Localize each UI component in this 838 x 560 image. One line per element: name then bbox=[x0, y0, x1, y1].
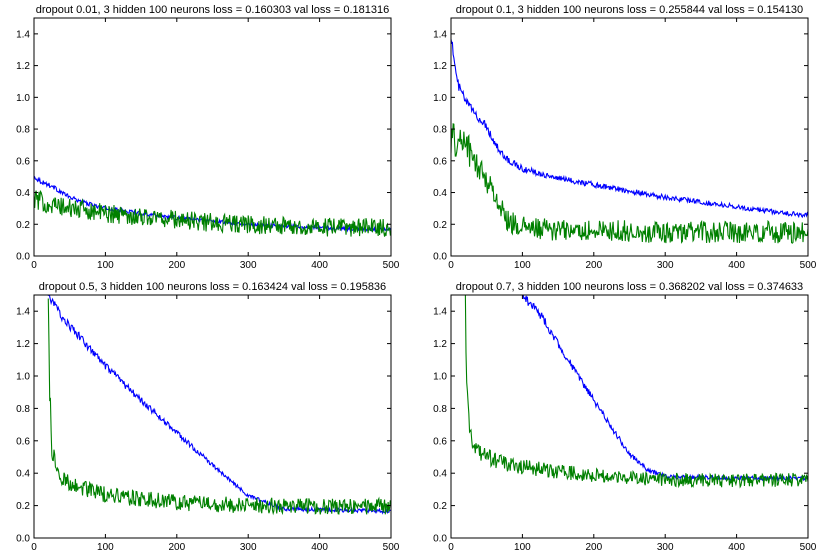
y-tick-label: 0.0 bbox=[433, 252, 447, 263]
chart-panel-1: dropout 0.01, 3 hidden 100 neurons loss … bbox=[16, 4, 400, 271]
x-tick-label: 0 bbox=[31, 542, 37, 553]
y-tick-label: 1.0 bbox=[16, 372, 30, 383]
series-line-1 bbox=[47, 295, 391, 515]
chart-title: dropout 0.1, 3 hidden 100 neurons loss =… bbox=[456, 4, 803, 16]
x-tick-label: 100 bbox=[97, 260, 114, 271]
y-tick-label: 1.4 bbox=[16, 29, 30, 40]
y-tick-label: 0.8 bbox=[16, 125, 30, 136]
y-tick-label: 0.4 bbox=[16, 469, 30, 480]
y-tick-label: 1.4 bbox=[433, 307, 447, 318]
x-tick-label: 200 bbox=[585, 260, 602, 271]
x-tick-label: 200 bbox=[585, 542, 602, 553]
y-tick-label: 1.2 bbox=[433, 339, 447, 350]
y-tick-label: 0.4 bbox=[433, 469, 447, 480]
series-line-2 bbox=[47, 298, 391, 516]
plot-frame bbox=[450, 294, 809, 539]
y-tick-label: 1.4 bbox=[16, 307, 30, 318]
series-line-2 bbox=[451, 123, 808, 244]
x-tick-label: 500 bbox=[800, 542, 817, 553]
chart-title: dropout 0.7, 3 hidden 100 neurons loss =… bbox=[456, 281, 803, 293]
y-tick-label: 0.2 bbox=[433, 501, 447, 512]
x-tick-label: 300 bbox=[657, 260, 674, 271]
y-tick-label: 0.0 bbox=[433, 534, 447, 545]
x-tick-label: 100 bbox=[514, 260, 531, 271]
plot-frame bbox=[450, 17, 809, 257]
x-tick-label: 200 bbox=[168, 542, 185, 553]
y-tick-label: 0.2 bbox=[16, 501, 30, 512]
y-tick-label: 0.8 bbox=[16, 404, 30, 415]
x-tick-label: 300 bbox=[240, 260, 257, 271]
x-tick-label: 100 bbox=[514, 542, 531, 553]
x-tick-label: 300 bbox=[240, 542, 257, 553]
plot-frame bbox=[33, 294, 392, 539]
chart-panel-4: dropout 0.7, 3 hidden 100 neurons loss =… bbox=[433, 281, 817, 553]
y-tick-label: 1.2 bbox=[16, 61, 30, 72]
y-tick-label: 1.2 bbox=[433, 61, 447, 72]
y-tick-label: 1.0 bbox=[16, 93, 30, 104]
series-line-2 bbox=[34, 189, 391, 237]
series-line-1 bbox=[451, 39, 808, 219]
x-tick-label: 0 bbox=[448, 260, 454, 271]
y-tick-label: 0.6 bbox=[433, 436, 447, 447]
y-tick-label: 0.8 bbox=[433, 125, 447, 136]
y-tick-label: 0.4 bbox=[433, 188, 447, 199]
y-tick-label: 0.2 bbox=[16, 220, 30, 231]
x-tick-label: 200 bbox=[168, 260, 185, 271]
chart-panel-3: dropout 0.5, 3 hidden 100 neurons loss =… bbox=[16, 281, 400, 553]
y-tick-label: 0.6 bbox=[433, 156, 447, 167]
y-tick-label: 0.2 bbox=[433, 220, 447, 231]
chart-panel-2: dropout 0.1, 3 hidden 100 neurons loss =… bbox=[433, 4, 817, 271]
chart-title: dropout 0.5, 3 hidden 100 neurons loss =… bbox=[39, 281, 386, 293]
x-tick-label: 500 bbox=[800, 260, 817, 271]
y-tick-label: 1.0 bbox=[433, 93, 447, 104]
x-tick-label: 0 bbox=[31, 260, 37, 271]
y-tick-label: 0.0 bbox=[16, 534, 30, 545]
chart-title: dropout 0.01, 3 hidden 100 neurons loss … bbox=[36, 4, 390, 16]
y-tick-label: 1.4 bbox=[433, 29, 447, 40]
y-tick-label: 1.2 bbox=[16, 339, 30, 350]
y-tick-label: 0.4 bbox=[16, 188, 30, 199]
y-tick-label: 0.0 bbox=[16, 252, 30, 263]
series-line-1 bbox=[522, 295, 808, 483]
x-tick-label: 500 bbox=[383, 260, 400, 271]
y-tick-label: 0.8 bbox=[433, 404, 447, 415]
x-tick-label: 0 bbox=[448, 542, 454, 553]
x-tick-label: 300 bbox=[657, 542, 674, 553]
x-tick-label: 400 bbox=[728, 542, 745, 553]
y-tick-label: 0.6 bbox=[16, 156, 30, 167]
x-tick-label: 400 bbox=[728, 260, 745, 271]
x-tick-label: 100 bbox=[97, 542, 114, 553]
x-tick-label: 500 bbox=[383, 542, 400, 553]
y-tick-label: 1.0 bbox=[433, 372, 447, 383]
x-tick-label: 400 bbox=[311, 260, 328, 271]
x-tick-label: 400 bbox=[311, 542, 328, 553]
series-line-2 bbox=[464, 295, 808, 489]
y-tick-label: 0.6 bbox=[16, 436, 30, 447]
plot-frame bbox=[33, 17, 392, 257]
